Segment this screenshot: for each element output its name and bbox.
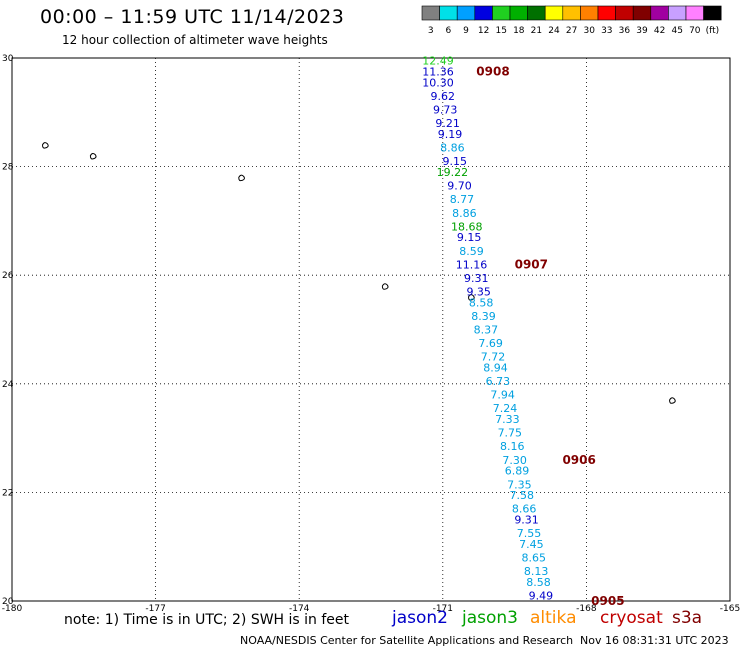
swh-value: 7.55 bbox=[517, 527, 542, 540]
colorbar-label: 21 bbox=[531, 26, 542, 36]
lat-tick-label: 30 bbox=[2, 54, 14, 64]
swh-value: 8.66 bbox=[512, 503, 537, 516]
legend-jason2: jason2 bbox=[392, 608, 448, 628]
island-shape bbox=[468, 294, 475, 301]
swh-value: 8.58 bbox=[469, 296, 494, 309]
color-legend: 3 6 9 12 15 18 21 24 27 30 33 36 39 42 45 70 (ft) bbox=[421, 5, 722, 36]
colorbar-label: 30 bbox=[583, 26, 595, 36]
swh-value: 18.68 bbox=[451, 220, 483, 233]
swh-value: 11.16 bbox=[456, 258, 488, 271]
colorbar-label: (ft) bbox=[706, 26, 720, 36]
lon-tick-label: -174 bbox=[289, 604, 310, 612]
colorbar-label: 33 bbox=[601, 26, 612, 36]
colorbar-label: 6 bbox=[446, 26, 452, 36]
swh-value: 7.94 bbox=[490, 389, 515, 402]
swh-value: 9.70 bbox=[447, 180, 472, 193]
colorbar-label: 15 bbox=[495, 26, 506, 36]
swh-value: 9.35 bbox=[466, 285, 491, 298]
colorbar-label: 70 bbox=[689, 26, 701, 36]
colorbar-swatch bbox=[703, 5, 722, 21]
lat-tick-label: 28 bbox=[2, 163, 14, 173]
lon-tick-label: -180 bbox=[2, 604, 23, 612]
page-title: 00:00 – 11:59 UTC 11/14/2023 bbox=[40, 6, 345, 28]
swh-value: 8.13 bbox=[524, 565, 549, 578]
lon-tick-label: -171 bbox=[433, 604, 453, 612]
swh-value: 8.65 bbox=[521, 552, 546, 565]
swh-value: 9.62 bbox=[431, 90, 456, 103]
swh-value: 7.33 bbox=[495, 413, 520, 426]
island-shape bbox=[42, 142, 49, 149]
swh-value: 6.73 bbox=[486, 375, 511, 388]
colorbar-label: 9 bbox=[463, 26, 469, 36]
page-subtitle: 12 hour collection of altimeter wave hei… bbox=[62, 33, 328, 47]
swh-value: 9.19 bbox=[438, 128, 463, 141]
island-shape bbox=[669, 397, 676, 404]
lat-tick-label: 22 bbox=[2, 488, 13, 498]
lon-tick-label: -165 bbox=[720, 604, 740, 612]
colorbar-label: 12 bbox=[478, 26, 489, 36]
swh-value: 8.37 bbox=[474, 324, 499, 337]
swh-value: 9.73 bbox=[433, 104, 458, 117]
swh-value: 12.49 bbox=[422, 55, 454, 68]
generated-timestamp: Nov 16 08:31:31 UTC 2023 bbox=[580, 634, 729, 647]
pass-time-label: 0907 bbox=[515, 257, 548, 271]
colorbar-label: 3 bbox=[428, 26, 434, 36]
colorbar-label: 39 bbox=[636, 26, 648, 36]
swh-value: 7.30 bbox=[502, 454, 527, 467]
swh-value: 7.75 bbox=[498, 427, 523, 440]
lat-tick-label: 26 bbox=[2, 271, 14, 281]
lon-tick-label: -177 bbox=[145, 604, 165, 612]
swh-value: 7.35 bbox=[507, 478, 532, 491]
colorbar-label: 24 bbox=[548, 26, 560, 36]
colorbar-label: 18 bbox=[513, 26, 525, 36]
island-shape bbox=[89, 152, 97, 160]
island-shape bbox=[238, 174, 245, 182]
swh-value: 9.31 bbox=[464, 272, 489, 285]
swh-value: 7.58 bbox=[510, 489, 535, 502]
lat-tick-label: 20 bbox=[2, 597, 14, 607]
swh-value: 9.31 bbox=[514, 514, 539, 527]
swh-value: 8.94 bbox=[483, 362, 508, 375]
map-plot: -180 -177 -174 -171 -168 -165 20 22 24 26 28 30 12.4… bbox=[2, 54, 740, 612]
swh-value: 8.59 bbox=[459, 245, 484, 258]
swh-value: 9.15 bbox=[457, 231, 482, 244]
swh-value: 8.77 bbox=[450, 193, 475, 206]
colorbar-label: 45 bbox=[671, 26, 682, 36]
pass-time-label: 0905 bbox=[591, 594, 624, 608]
legend-altika: altika bbox=[530, 608, 577, 628]
swh-value: 6.89 bbox=[505, 465, 530, 478]
footnote: note: 1) Time is in UTC; 2) SWH is in fe… bbox=[64, 612, 350, 628]
swh-value: 7.72 bbox=[481, 351, 506, 364]
credit-line: NOAA/NESDIS Center for Satellite Applica… bbox=[240, 634, 574, 647]
swh-value: 10.30 bbox=[422, 76, 454, 89]
swh-value: 7.69 bbox=[478, 337, 503, 350]
swh-value: 19.22 bbox=[437, 166, 469, 179]
pass-time-label: 0906 bbox=[562, 453, 595, 467]
colorbar-label: 42 bbox=[654, 26, 665, 36]
swh-value: 9.49 bbox=[529, 590, 554, 603]
lat-tick-label: 24 bbox=[2, 380, 14, 390]
legend-cryosat: cryosat bbox=[600, 608, 663, 628]
swh-value: 9.15 bbox=[443, 155, 468, 168]
swh-value: 8.16 bbox=[500, 440, 525, 453]
colorbar-label: 36 bbox=[619, 26, 631, 36]
lon-tick-label: -168 bbox=[576, 604, 597, 612]
legend-jason3: jason3 bbox=[462, 608, 518, 628]
legend-s3a: s3a bbox=[672, 608, 703, 628]
swh-value: 8.86 bbox=[452, 207, 477, 220]
colorbar-label: 27 bbox=[566, 26, 577, 36]
swh-value: 7.45 bbox=[519, 538, 544, 551]
swh-value: 9.21 bbox=[435, 117, 460, 130]
swh-value: 11.36 bbox=[422, 66, 454, 79]
swh-value: 8.58 bbox=[526, 576, 551, 589]
swh-value: 8.39 bbox=[471, 310, 496, 323]
pass-time-label: 0908 bbox=[476, 65, 509, 79]
swh-value: 8.86 bbox=[440, 142, 465, 155]
island-shape bbox=[381, 283, 389, 290]
map-frame bbox=[11, 57, 731, 602]
swh-value: 7.24 bbox=[493, 402, 518, 415]
